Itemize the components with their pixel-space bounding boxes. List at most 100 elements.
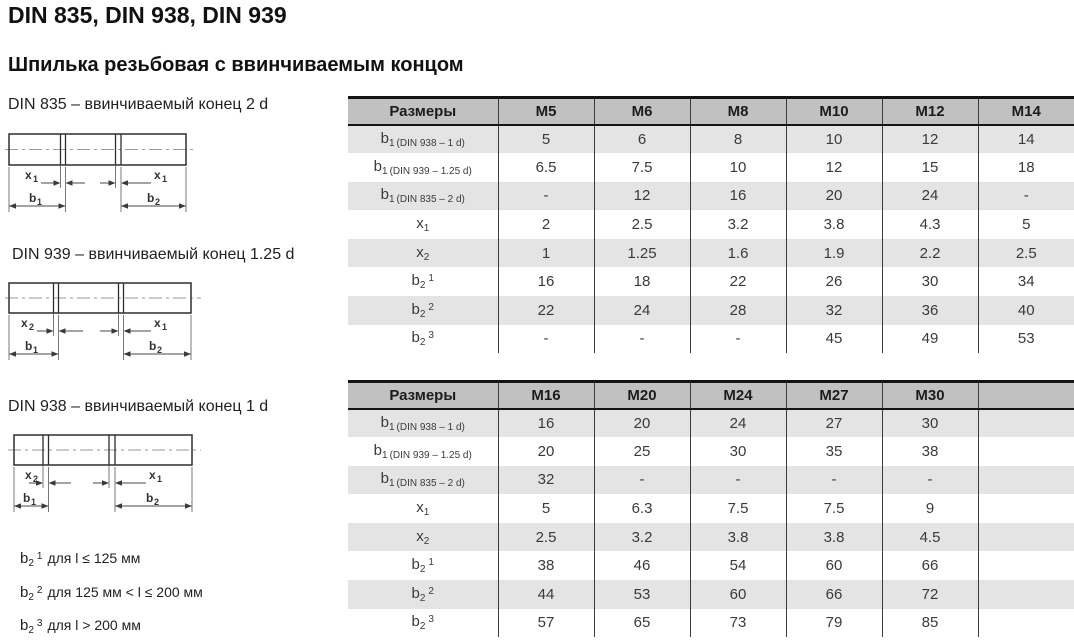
value-cell: 9: [881, 494, 978, 523]
dimension-lines: x 2 x 1 b 1 b 2: [13, 466, 193, 512]
value-cell: 57: [497, 608, 594, 638]
value-cell: [977, 494, 1074, 523]
value-cell: 66: [785, 580, 882, 609]
svg-text:x: x: [25, 468, 32, 482]
column-header: M6: [593, 97, 690, 126]
row-label: b22: [411, 584, 434, 604]
table-row: x1 2 2.5 3.2 3.8 4.3 5: [348, 210, 1074, 239]
value-cell: 20: [497, 437, 594, 466]
value-cell: 32: [497, 465, 594, 495]
row-label: b22: [411, 300, 434, 320]
value-cell: 30: [881, 267, 978, 297]
value-cell: 15: [881, 153, 978, 182]
value-cell: 3.8: [785, 210, 882, 239]
din-938-stud-drawing: x 2 x 1 b 1 b 2: [8, 434, 201, 512]
table-row: b1 (DIN 939 – 1.25 d) 20 25 30 35 38: [348, 437, 1074, 466]
value-cell: 38: [881, 437, 978, 466]
table-row: b23- - -45 49 53: [348, 324, 1074, 354]
row-label: b1 (DIN 835 – 2 d): [380, 470, 465, 490]
value-cell: 5: [977, 210, 1074, 239]
value-cell: 38: [497, 551, 594, 581]
value-cell: 36: [881, 296, 978, 325]
value-cell: 72: [881, 580, 978, 609]
value-cell: -: [689, 324, 786, 354]
column-header: M20: [593, 381, 690, 410]
page-title: DIN 835, DIN 938, DIN 939: [8, 2, 287, 28]
footnote-text: для l > 200 мм: [47, 617, 141, 633]
table-m16-m30: Размеры M16 M20 M24 M27 M30 b1 (DIN 938 – 1 d) 1…: [348, 380, 1074, 638]
value-cell: 22: [497, 296, 594, 325]
value-cell: 24: [881, 181, 978, 211]
row-label: x2: [416, 527, 430, 547]
value-cell: 60: [785, 551, 882, 581]
svg-text:2: 2: [154, 497, 159, 507]
value-cell: 53: [593, 580, 690, 609]
table-row: b21 16 18 22 26 30 34: [348, 267, 1074, 297]
dimension-lines: x 2 x 1 b 1 b 2: [8, 314, 192, 360]
value-cell: 6.3: [593, 494, 690, 523]
svg-text:2: 2: [29, 322, 34, 332]
header-row: Размеры M16 M20 M24 M27 M30: [348, 381, 1074, 410]
value-cell: 12: [785, 153, 882, 182]
value-cell: 7.5: [593, 153, 690, 182]
value-cell: 35: [785, 437, 882, 466]
svg-text:b: b: [25, 339, 32, 353]
value-cell: -: [497, 324, 594, 354]
table-m5-m14: Размеры M5 M6 M8 M10 M12 M14 b1 (DIN 938 – 1 d) 5…: [348, 96, 1074, 354]
din-835-stud-drawing: x 1 x 1 b 1 b 2: [5, 133, 197, 212]
row-label: b1 (DIN 835 – 2 d): [380, 186, 465, 206]
table-row: b1 (DIN 938 – 1 d) 16 20 24 27 30: [348, 408, 1074, 438]
column-header: M10: [785, 97, 882, 126]
table-row: b22 22 24 28 32 36 40: [348, 296, 1074, 325]
table-row: x2 1 1.25 1.6 1.9 2.2 2.5: [348, 238, 1074, 268]
value-cell: 16: [497, 408, 594, 438]
value-cell: 79: [785, 608, 882, 638]
value-cell: -: [497, 181, 594, 211]
svg-text:1: 1: [33, 174, 38, 184]
value-cell: 26: [785, 267, 882, 297]
value-cell: 6: [593, 124, 690, 154]
din-939-stud-drawing: x 2 x 1 b 1 b 2: [5, 282, 201, 360]
row-label: b1 (DIN 939 – 1.25 d): [373, 441, 472, 461]
column-header: M5: [497, 97, 594, 126]
value-cell: -: [881, 465, 978, 495]
value-cell: [977, 522, 1074, 552]
value-cell: 22: [689, 267, 786, 297]
value-cell: 12: [593, 181, 690, 211]
value-cell: 2.5: [977, 238, 1074, 268]
value-cell: 73: [689, 608, 786, 638]
value-cell: 65: [593, 608, 690, 638]
footnote-symbol: b: [20, 584, 29, 601]
svg-text:1: 1: [162, 322, 167, 332]
value-cell: 3.2: [689, 210, 786, 239]
dimension-lines: x 1 x 1 b 1 b 2: [8, 166, 187, 212]
value-cell: 24: [593, 296, 690, 325]
svg-text:x: x: [154, 168, 161, 182]
drawing-caption-din-938: DIN 938 – ввинчиваемый конец 1 d: [8, 398, 269, 415]
value-cell: -: [593, 465, 690, 495]
value-cell: 46: [593, 551, 690, 581]
column-header: M12: [881, 97, 978, 126]
column-header: M14: [977, 97, 1074, 126]
value-cell: 10: [689, 153, 786, 182]
footnote-symbol: b: [20, 617, 29, 634]
value-cell: 32: [785, 296, 882, 325]
value-cell: 28: [689, 296, 786, 325]
table-row: b1 (DIN 938 – 1 d) 5 6 8 10 12 14: [348, 124, 1074, 154]
stud-body: [8, 434, 201, 466]
value-cell: 12: [881, 124, 978, 154]
value-cell: 2: [497, 210, 594, 239]
table-row: x2 2.5 3.2 3.8 3.8 4.5: [348, 522, 1074, 552]
value-cell: 60: [689, 580, 786, 609]
row-label: b1 (DIN 938 – 1 d): [380, 413, 465, 433]
row-label: b21: [411, 556, 434, 576]
value-cell: 3.8: [689, 522, 786, 552]
value-cell: 16: [689, 181, 786, 211]
row-label: x1: [416, 499, 430, 519]
header-row: Размеры M5 M6 M8 M10 M12 M14: [348, 97, 1074, 126]
value-cell: [977, 608, 1074, 638]
value-cell: 8: [689, 124, 786, 154]
drawing-caption-din-835: DIN 835 – ввинчиваемый конец 2 d: [8, 96, 269, 113]
value-cell: [977, 465, 1074, 495]
